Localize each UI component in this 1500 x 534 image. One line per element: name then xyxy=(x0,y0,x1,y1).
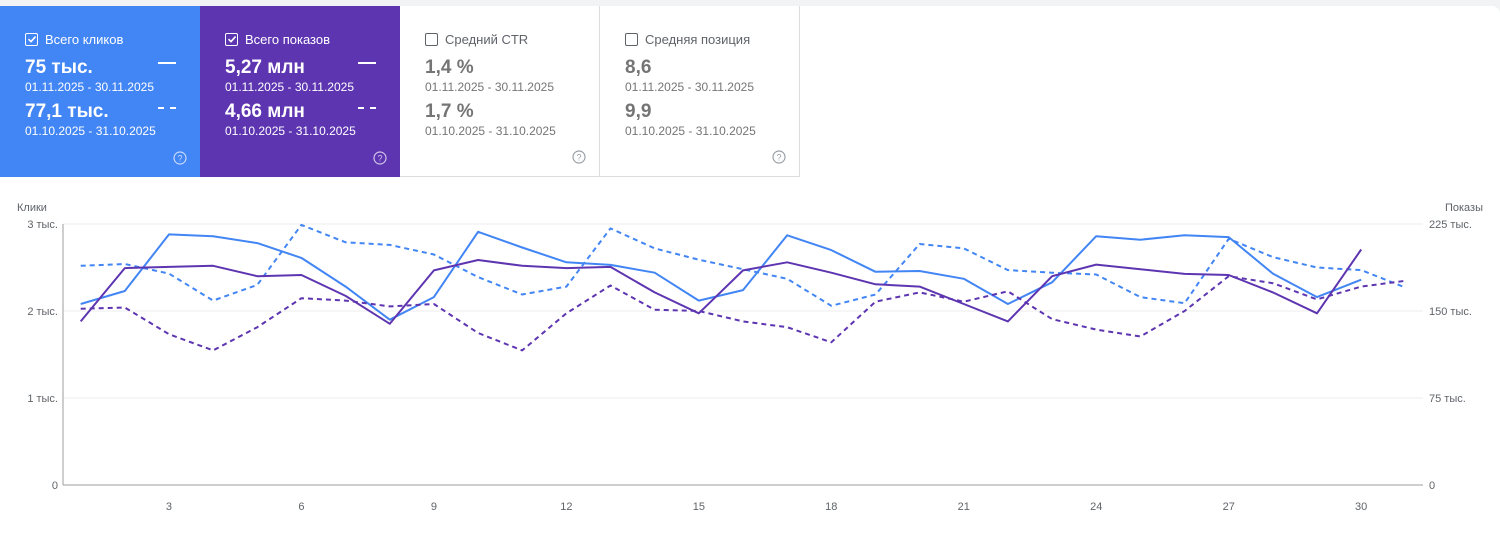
x-tick-label: 6 xyxy=(298,501,304,513)
y-left-tick-label: 0 xyxy=(52,480,58,492)
y-axis-right-label: Показы xyxy=(1445,202,1483,214)
help-icon[interactable]: ? xyxy=(572,150,586,164)
help-icon[interactable]: ? xyxy=(772,150,786,164)
metric-range-current: 01.11.2025 - 30.11.2025 xyxy=(625,80,754,94)
metric-label: Всего кликов xyxy=(45,31,124,47)
metric-value-current: 5,27 млн xyxy=(225,57,305,78)
x-tick-label: 3 xyxy=(166,501,172,513)
x-tick-label: 24 xyxy=(1090,501,1102,513)
metric-range-previous: 01.10.2025 - 31.10.2025 xyxy=(625,124,756,138)
metric-value-current: 75 тыс. xyxy=(25,57,93,78)
metric-range-current: 01.11.2025 - 30.11.2025 xyxy=(425,80,554,94)
checkbox-checked-icon[interactable] xyxy=(225,32,238,46)
series-line-2 xyxy=(79,248,1363,325)
svg-text:?: ? xyxy=(377,154,382,164)
checkbox-unchecked-icon[interactable] xyxy=(425,32,438,46)
metric-card-ctr[interactable]: Средний CTR 1,4 % 01.11.2025 - 30.11.202… xyxy=(400,6,600,177)
solid-line-legend-icon xyxy=(158,62,176,64)
help-icon[interactable]: ? xyxy=(173,151,187,165)
x-tick-label: 12 xyxy=(560,501,572,513)
metric-value-previous: 9,9 xyxy=(625,101,652,122)
dashed-line-legend-icon xyxy=(358,107,376,109)
metric-label: Средняя позиция xyxy=(645,31,751,47)
series-line-3 xyxy=(80,275,1406,352)
performance-panel: Всего кликов 75 тыс. 01.11.2025 - 30.11.… xyxy=(0,6,1500,534)
metric-card-impressions[interactable]: Всего показов 5,27 млн 01.11.2025 - 30.1… xyxy=(200,6,400,177)
performance-chart: Клики Показы 0 0 1 тыс. 75 тыс. 2 тыс. 150 ты… xyxy=(17,202,1483,513)
x-tick-label: 27 xyxy=(1223,501,1235,513)
y-right-tick-label: 150 тыс. xyxy=(1429,306,1472,318)
y-right-tick-label: 75 тыс. xyxy=(1429,393,1466,405)
checkbox-unchecked-icon[interactable] xyxy=(625,32,638,46)
metric-range-previous: 01.10.2025 - 31.10.2025 xyxy=(25,124,156,138)
x-tick-label: 21 xyxy=(958,501,970,513)
metric-card-position[interactable]: Средняя позиция 8,6 01.11.2025 - 30.11.2… xyxy=(600,6,800,177)
metric-cards: Всего кликов 75 тыс. 01.11.2025 - 30.11.… xyxy=(0,6,800,177)
metric-value-previous: 77,1 тыс. xyxy=(25,101,109,122)
metric-value-current: 1,4 % xyxy=(425,57,474,78)
y-axis-left-label: Клики xyxy=(17,202,47,214)
metric-value-previous: 4,66 млн xyxy=(225,101,305,122)
x-tick-label: 15 xyxy=(693,501,705,513)
y-right-tick-label: 225 тыс. xyxy=(1429,219,1472,231)
metric-range-current: 01.11.2025 - 30.11.2025 xyxy=(25,80,154,94)
metric-card-clicks[interactable]: Всего кликов 75 тыс. 01.11.2025 - 30.11.… xyxy=(0,6,200,177)
metric-range-previous: 01.10.2025 - 31.10.2025 xyxy=(225,124,356,138)
metric-range-current: 01.11.2025 - 30.11.2025 xyxy=(225,80,354,94)
solid-line-legend-icon xyxy=(358,62,376,64)
metric-value-previous: 1,7 % xyxy=(425,101,474,122)
metric-label: Всего показов xyxy=(245,31,330,47)
y-left-tick-label: 1 тыс. xyxy=(27,393,58,405)
dashed-line-legend-icon xyxy=(158,107,176,109)
checkbox-checked-icon[interactable] xyxy=(25,32,38,46)
svg-text:?: ? xyxy=(776,153,781,163)
help-icon[interactable]: ? xyxy=(373,151,387,165)
x-tick-label: 18 xyxy=(825,501,837,513)
svg-text:?: ? xyxy=(576,153,581,163)
metric-label: Средний CTR xyxy=(445,31,529,47)
x-tick-label: 30 xyxy=(1355,501,1367,513)
y-left-tick-label: 2 тыс. xyxy=(27,306,58,318)
svg-text:?: ? xyxy=(177,154,182,164)
series-line-0 xyxy=(80,230,1362,321)
metric-range-previous: 01.10.2025 - 31.10.2025 xyxy=(425,124,556,138)
series-line-1 xyxy=(80,223,1406,307)
y-left-tick-label: 3 тыс. xyxy=(27,219,58,231)
x-tick-label: 9 xyxy=(431,501,437,513)
metric-value-current: 8,6 xyxy=(625,57,652,78)
y-right-tick-label: 0 xyxy=(1429,480,1435,492)
